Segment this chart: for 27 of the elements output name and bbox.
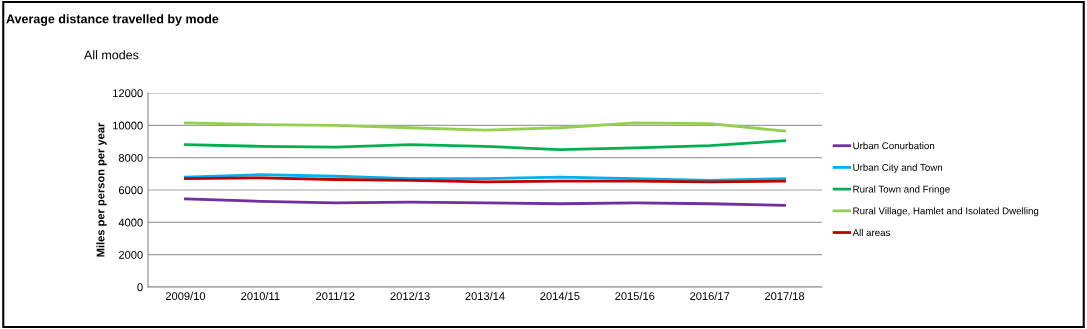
line-series xyxy=(184,197,786,207)
x-tick-label: 2016/17 xyxy=(690,291,730,301)
y-tick-label: 2000 xyxy=(118,250,143,259)
y-tick-label: 6000 xyxy=(118,186,143,195)
x-tick-label: 2011/12 xyxy=(316,291,355,301)
legend-label: Rural Town and Fringe xyxy=(853,185,950,195)
y-tick-label: 10000 xyxy=(113,121,143,130)
x-tick-label: 2013/14 xyxy=(465,291,505,301)
y-tick-label: 0 xyxy=(137,283,143,292)
line-series xyxy=(184,121,786,133)
legend-label: Urban Conurbation xyxy=(853,142,935,150)
line-series xyxy=(184,139,786,151)
y-tick-label: 4000 xyxy=(118,218,143,227)
y-tick-label: 12000 xyxy=(113,89,143,98)
chart-title: Average distance travelled by mode xyxy=(6,14,219,26)
chart-subtitle: All modes xyxy=(84,50,139,60)
y-tick-label: 8000 xyxy=(118,153,143,162)
x-tick-label: 2017/18 xyxy=(765,291,805,301)
x-tick-label: 2009/10 xyxy=(165,291,206,301)
x-tick-label: 2010/11 xyxy=(241,291,280,301)
x-tick-label: 2012/13 xyxy=(390,291,430,301)
x-tick-label: 2015/16 xyxy=(615,291,655,301)
legend-label: All areas xyxy=(852,228,891,237)
x-tick-label: 2014/15 xyxy=(540,291,580,301)
legend-label: Urban City and Town xyxy=(853,163,943,173)
y-axis-title: Miles per person per year xyxy=(96,122,107,257)
legend-label: Rural Village, Hamlet and Isolated Dwelling xyxy=(853,207,1039,217)
